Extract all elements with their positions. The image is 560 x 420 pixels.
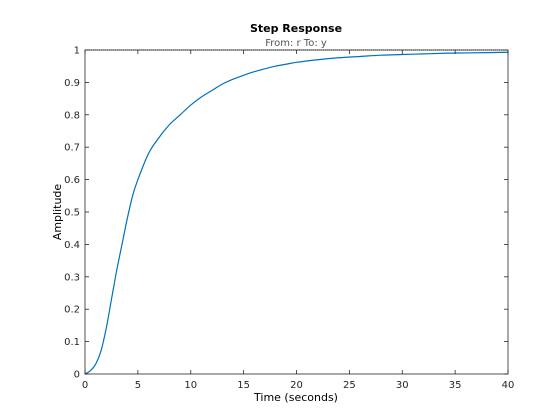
x-tick-label: 35 <box>449 380 462 391</box>
y-tick-label: 1 <box>74 46 80 57</box>
y-tick-label: 0 <box>74 370 80 381</box>
x-tick-label: 5 <box>135 380 141 391</box>
chart-title: Step Response <box>250 22 342 35</box>
y-axis-label: Amplitude <box>51 184 64 241</box>
x-axis-ticks: 0 5 10 15 20 25 30 35 40 <box>82 50 515 391</box>
y-tick-label: 0.5 <box>64 208 80 219</box>
x-tick-label: 0 <box>82 380 88 391</box>
x-tick-label: 10 <box>184 380 197 391</box>
y-tick-label: 0.8 <box>64 110 80 121</box>
y-tick-label: 0.7 <box>64 143 80 154</box>
x-tick-label: 30 <box>396 380 409 391</box>
chart-subtitle: From: r To: y <box>265 38 327 49</box>
y-tick-label: 0.4 <box>64 240 80 251</box>
x-tick-label: 20 <box>290 380 303 391</box>
y-tick-label: 0.2 <box>64 305 80 316</box>
x-tick-label: 15 <box>237 380 250 391</box>
y-axis-ticks: 0 0.1 0.2 0.3 0.4 0.5 0.6 0.7 0.8 0.9 1 <box>64 46 508 381</box>
x-axis-label: Time (seconds) <box>253 391 338 404</box>
y-tick-label: 0.1 <box>64 337 80 348</box>
plot-area <box>85 50 508 374</box>
series-line <box>84 51 509 375</box>
x-tick-label: 25 <box>343 380 356 391</box>
y-tick-label: 0.9 <box>64 78 80 89</box>
x-tick-label: 40 <box>502 380 515 391</box>
y-tick-label: 0.6 <box>64 175 80 186</box>
y-tick-label: 0.3 <box>64 272 80 283</box>
